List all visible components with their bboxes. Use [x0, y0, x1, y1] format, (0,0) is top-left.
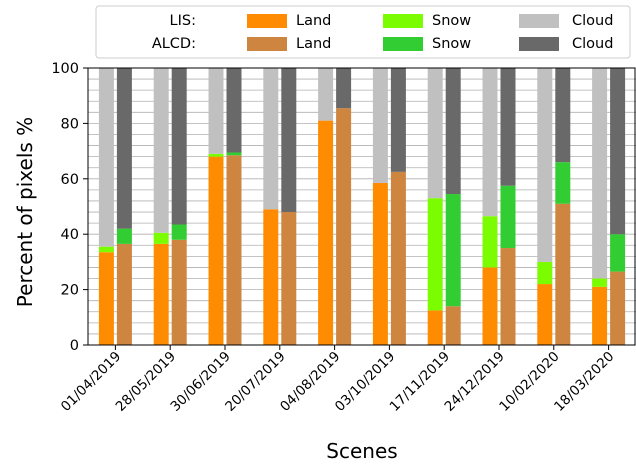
bar-lis-snow [537, 261, 553, 285]
bar-alcd-cloud [445, 68, 461, 195]
y-tick-label: 80 [61, 116, 79, 132]
legend-row-label: LIS: [170, 13, 196, 29]
bar-lis-snow [98, 246, 114, 253]
plot-frame [87, 67, 636, 346]
bar-lis-cloud [537, 68, 553, 262]
bar-lis-cloud [318, 68, 334, 121]
legend-entry-label: Land [296, 13, 331, 29]
bar-alcd-cloud [226, 68, 242, 153]
bar-alcd-cloud [281, 68, 297, 213]
bar-lis-snow [208, 153, 224, 157]
legend-row-label: ALCD: [152, 36, 196, 52]
bar-alcd-snow [500, 185, 516, 249]
bar-alcd-cloud [336, 68, 352, 109]
bar-lis-land [537, 284, 553, 345]
legend-frame [95, 5, 631, 59]
bar-alcd-snow [445, 194, 461, 307]
bar-alcd-snow [555, 162, 571, 204]
bar-lis-cloud [153, 68, 169, 233]
legend-swatch [383, 14, 423, 28]
bar-alcd-cloud [610, 68, 626, 235]
bar-alcd-land [226, 155, 242, 345]
bar-alcd-land [610, 271, 626, 345]
plot-area: 01/04/201928/05/201930/06/201920/07/2019… [51, 61, 636, 415]
bar-lis-land [592, 286, 608, 345]
bar-lis-land [153, 243, 169, 345]
bar-lis-land [263, 209, 279, 345]
bar-alcd-snow [226, 152, 242, 156]
x-axis-title: Scenes [326, 439, 397, 463]
bar-lis-snow [153, 232, 169, 244]
bar-alcd-land [445, 306, 461, 345]
legend: LIS: Land Snow Cloud ALCD: Land Snow Cloud [95, 5, 631, 59]
bar-alcd-cloud [171, 68, 187, 225]
y-tick-label: 60 [61, 172, 79, 188]
bar-lis-snow [592, 278, 608, 287]
y-tick-label: 0 [70, 338, 79, 354]
bar-alcd-snow [610, 234, 626, 272]
bar-lis-snow [482, 216, 498, 268]
y-tick-label: 20 [61, 283, 79, 299]
bar-alcd-cloud [390, 68, 406, 172]
bar-lis-cloud [263, 68, 279, 210]
legend-entry-label: Cloud [572, 36, 613, 52]
legend-swatch [519, 14, 559, 28]
bar-lis-cloud [208, 68, 224, 154]
bar-alcd-land [336, 108, 352, 345]
legend-entry-label: Snow [432, 13, 471, 29]
y-tick-label: 40 [61, 227, 79, 243]
y-tick-label: 100 [51, 61, 79, 77]
bar-alcd-cloud [500, 68, 516, 186]
bar-lis-snow [427, 198, 443, 311]
bar-alcd-cloud [555, 68, 571, 163]
bar-lis-cloud [372, 68, 388, 183]
legend-swatch [247, 37, 287, 51]
bar-alcd-land [500, 248, 516, 345]
legend-entry-label: Cloud [572, 13, 613, 29]
bar-lis-cloud [482, 68, 498, 217]
bar-alcd-cloud [116, 68, 132, 229]
bar-lis-land [372, 182, 388, 345]
bar-alcd-land [281, 212, 297, 345]
bar-lis-cloud [98, 68, 114, 247]
bar-lis-land [482, 267, 498, 345]
bar-lis-land [318, 120, 334, 345]
bar-alcd-land [390, 171, 406, 345]
y-axis-title: Percent of pixels % [13, 117, 37, 307]
bar-alcd-snow [116, 228, 132, 244]
legend-swatch [519, 37, 559, 51]
bar-alcd-land [116, 243, 132, 345]
bar-alcd-land [555, 203, 571, 345]
bar-alcd-snow [171, 224, 187, 240]
legend-swatch [383, 37, 423, 51]
bar-lis-land [98, 252, 114, 345]
legend-swatch [247, 14, 287, 28]
bar-lis-land [427, 310, 443, 345]
legend-entry-label: Land [296, 36, 331, 52]
bar-lis-cloud [592, 68, 608, 279]
bar-alcd-land [171, 239, 187, 345]
bar-lis-land [208, 156, 224, 345]
bar-lis-cloud [427, 68, 443, 199]
legend-entry-label: Snow [432, 36, 471, 52]
